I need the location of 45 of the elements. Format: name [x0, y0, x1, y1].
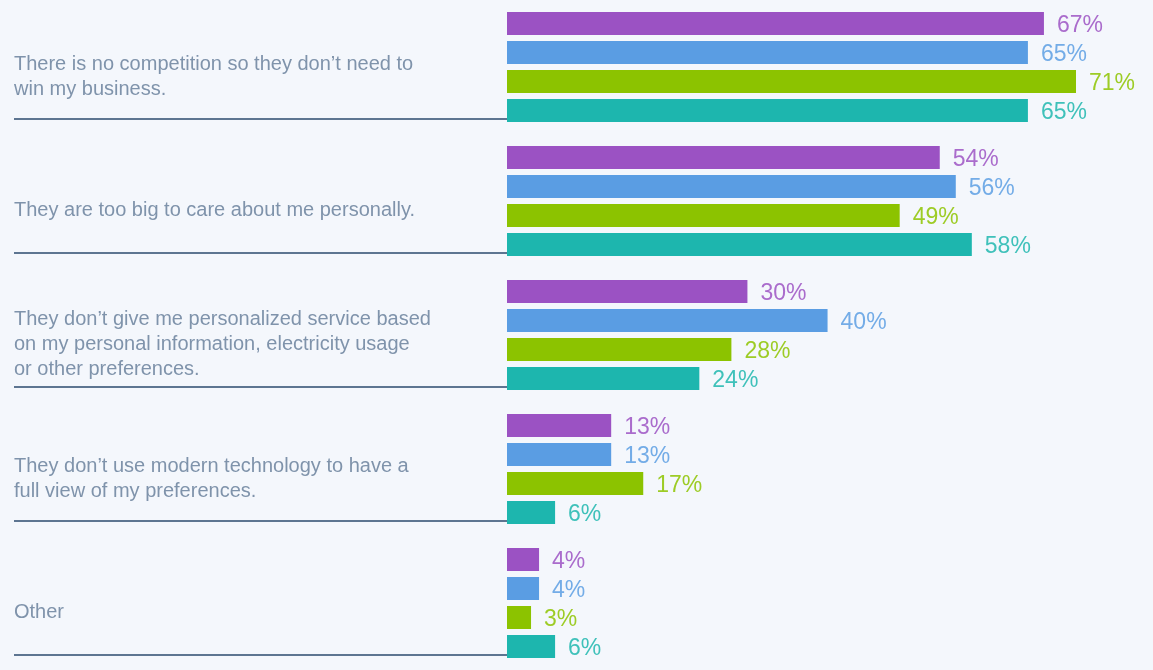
data-label: 6% [568, 499, 602, 526]
y-tick-label: There is no competition so they don’t need to win my business. [13, 51, 414, 99]
bar [507, 309, 828, 332]
data-label: 3% [544, 604, 578, 631]
bar [507, 204, 900, 227]
y-tick-label: They are too big to care about me personally. [14, 198, 415, 220]
data-label: 17% [656, 470, 703, 497]
data-label: 6% [568, 633, 602, 660]
y-tick-label: Other [14, 600, 65, 622]
y-tick-label: They don’t give me personalized service based on my personal information, electricity usage or other preferences. [14, 307, 431, 379]
bar [507, 635, 556, 658]
data-label: 30% [760, 278, 807, 305]
bar [507, 280, 748, 303]
data-label: 54% [952, 144, 999, 171]
data-label: 40% [840, 307, 887, 334]
data-label: 71% [1089, 68, 1136, 95]
bar [507, 175, 956, 198]
data-label: 58% [984, 231, 1031, 258]
bar [507, 548, 540, 571]
data-label: 49% [912, 202, 959, 229]
bar [507, 233, 972, 256]
data-label: 65% [1040, 39, 1087, 66]
data-label: 56% [968, 173, 1015, 200]
data-label: 4% [552, 575, 586, 602]
data-label: 65% [1040, 97, 1087, 124]
bar [507, 606, 532, 629]
bar [507, 367, 700, 390]
y-tick-label: They don’t use modern technology to have a full view of my preferences. [14, 453, 410, 501]
data-label: 28% [744, 336, 791, 363]
data-label: 24% [712, 365, 759, 392]
bar [507, 443, 612, 466]
data-label: 67% [1056, 10, 1103, 37]
bar [507, 12, 1044, 35]
data-label: 4% [552, 546, 586, 573]
data-label: 13% [624, 412, 671, 439]
bar [507, 414, 612, 437]
bar [507, 99, 1028, 122]
bar [507, 501, 556, 524]
bar [507, 146, 940, 169]
bar [507, 472, 644, 495]
bar [507, 70, 1076, 93]
bar [507, 577, 540, 600]
bar [507, 41, 1028, 64]
data-label: 13% [624, 441, 671, 468]
bar [507, 338, 732, 361]
